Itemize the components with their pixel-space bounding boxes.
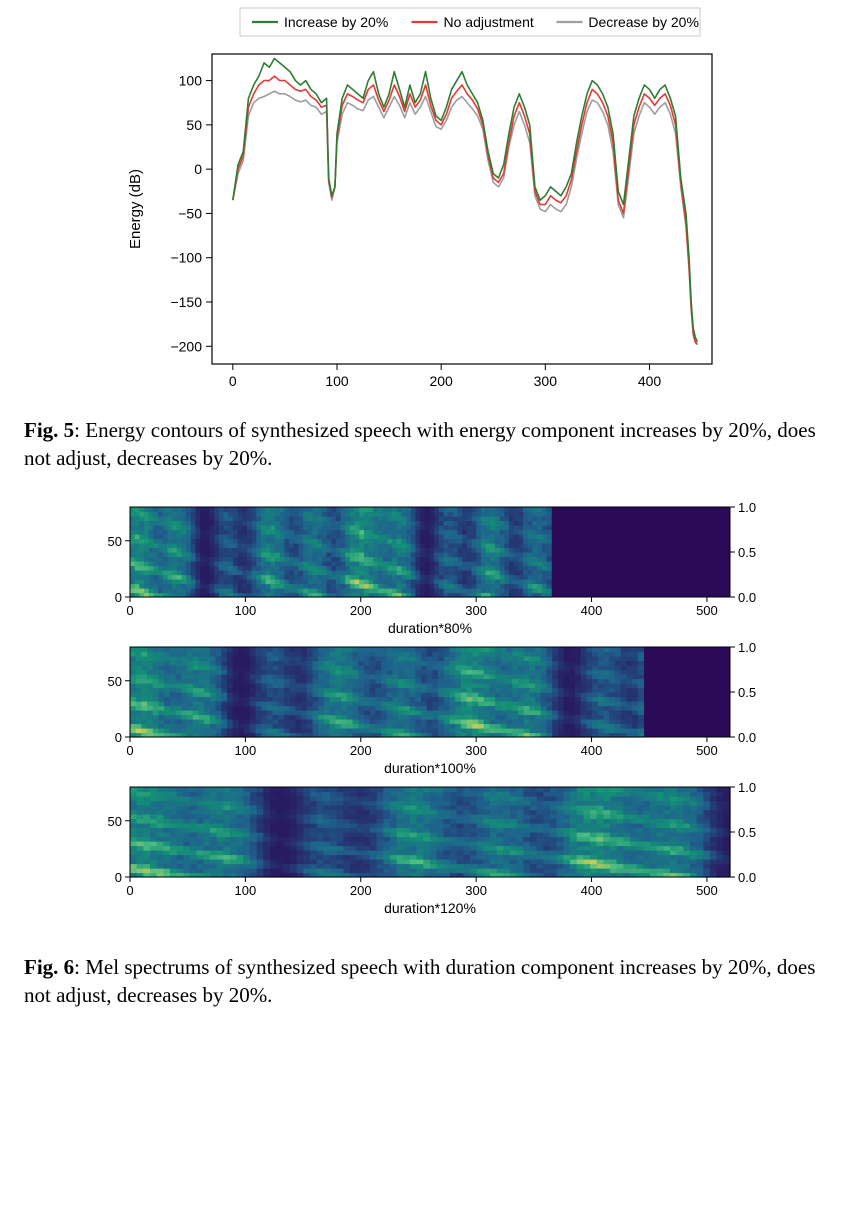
svg-text:Energy (dB): Energy (dB) [127, 169, 144, 249]
fig6-caption: Fig. 6: Mel spectrums of synthesized spe… [24, 953, 836, 1010]
svg-text:0: 0 [126, 743, 133, 758]
svg-text:200: 200 [429, 373, 453, 389]
svg-text:Increase by 20%: Increase by 20% [284, 14, 388, 30]
svg-text:400: 400 [638, 373, 662, 389]
svg-text:100: 100 [235, 603, 257, 618]
fig5-caption-text: : Energy contours of synthesized speech … [24, 418, 816, 470]
svg-text:0: 0 [194, 161, 202, 177]
svg-text:500: 500 [696, 743, 718, 758]
svg-text:−50: −50 [178, 205, 202, 221]
svg-text:−150: −150 [170, 294, 202, 310]
svg-text:100: 100 [235, 743, 257, 758]
svg-text:0: 0 [115, 590, 122, 605]
svg-text:400: 400 [581, 603, 603, 618]
svg-text:−100: −100 [170, 250, 202, 266]
svg-text:0: 0 [126, 603, 133, 618]
svg-text:1.0: 1.0 [738, 500, 756, 515]
svg-text:300: 300 [534, 373, 558, 389]
svg-text:100: 100 [179, 73, 203, 89]
svg-text:−200: −200 [170, 338, 202, 354]
svg-text:300: 300 [465, 743, 487, 758]
figure-5: Increase by 20% No adjustment Decrease by … [24, 0, 836, 400]
svg-text:Decrease by 20%: Decrease by 20% [588, 14, 699, 30]
figure-6: 0500.00.51.00100200300400500duration*80%… [24, 497, 836, 937]
svg-text:No adjustment: No adjustment [444, 14, 534, 30]
fig6-caption-label: Fig. 6 [24, 955, 74, 979]
svg-text:50: 50 [186, 117, 202, 133]
svg-text:1.0: 1.0 [738, 640, 756, 655]
svg-text:500: 500 [696, 603, 718, 618]
svg-text:100: 100 [325, 373, 349, 389]
svg-text:0.0: 0.0 [738, 730, 756, 745]
fig5-caption: Fig. 5: Energy contours of synthesized s… [24, 416, 836, 473]
svg-text:0: 0 [229, 373, 237, 389]
svg-text:50: 50 [108, 673, 122, 688]
svg-text:0.5: 0.5 [738, 685, 756, 700]
svg-text:400: 400 [581, 743, 603, 758]
svg-text:0: 0 [115, 730, 122, 745]
svg-text:300: 300 [465, 603, 487, 618]
svg-text:0.0: 0.0 [738, 590, 756, 605]
svg-text:duration*100%: duration*100% [384, 760, 476, 776]
svg-text:200: 200 [350, 603, 372, 618]
fig5-line-chart: Increase by 20% No adjustment Decrease by … [120, 0, 740, 400]
svg-text:0.5: 0.5 [738, 545, 756, 560]
fig6-caption-text: : Mel spectrums of synthesized speech wi… [24, 955, 815, 1007]
svg-text:200: 200 [350, 743, 372, 758]
svg-text:50: 50 [108, 533, 122, 548]
fig5-caption-label: Fig. 5 [24, 418, 74, 442]
svg-text:duration*80%: duration*80% [388, 620, 472, 636]
fig6-spectrogram: 0500.00.51.00100200300400500duration*80%… [70, 497, 790, 937]
